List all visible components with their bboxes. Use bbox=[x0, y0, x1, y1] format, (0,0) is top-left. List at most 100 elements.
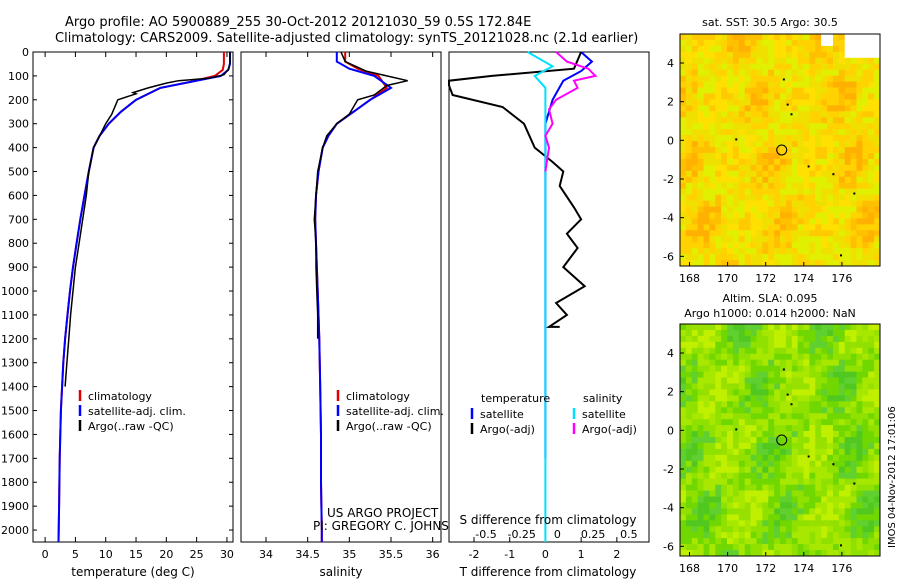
heatmap-cell bbox=[685, 383, 693, 390]
heatmap-cell bbox=[874, 544, 881, 551]
salinity-xlabel: salinity bbox=[319, 565, 362, 579]
heatmap-cell bbox=[815, 502, 822, 509]
heatmap-cell bbox=[815, 335, 822, 343]
heatmap-cell bbox=[827, 93, 834, 100]
heatmap-cell bbox=[744, 466, 751, 474]
heatmap-cell bbox=[844, 401, 851, 408]
heatmap-cell bbox=[703, 347, 710, 355]
heatmap-cell bbox=[727, 224, 734, 231]
heatmap-cell bbox=[785, 324, 793, 331]
heatmap-cell bbox=[838, 111, 845, 118]
heatmap-cell bbox=[844, 466, 851, 474]
heatmap-cell bbox=[832, 248, 840, 255]
legend-label: Argo(-adj) bbox=[582, 423, 637, 436]
heatmap-cell bbox=[750, 158, 757, 166]
heatmap-cell bbox=[691, 260, 698, 267]
heatmap-cell bbox=[709, 200, 716, 207]
heatmap-cell bbox=[785, 437, 793, 444]
heatmap-cell bbox=[785, 478, 793, 485]
heatmap-cell bbox=[703, 212, 710, 219]
heatmap-cell bbox=[780, 141, 787, 148]
heatmap-cell bbox=[862, 123, 869, 130]
heatmap-cell bbox=[721, 353, 728, 360]
heatmap-cell bbox=[791, 377, 798, 384]
legend-label: climatology bbox=[346, 390, 410, 403]
heatmap-cell bbox=[815, 182, 822, 189]
heatmap-cell bbox=[709, 236, 716, 243]
heatmap-cell bbox=[697, 141, 704, 148]
heatmap-cell bbox=[780, 69, 787, 76]
heatmap-cell bbox=[874, 341, 881, 349]
heatmap-cell bbox=[791, 242, 798, 249]
heatmap-cell bbox=[803, 147, 810, 154]
heatmap-cell bbox=[685, 182, 693, 189]
heatmap-cell bbox=[832, 75, 840, 82]
heatmap-cell bbox=[756, 117, 763, 124]
heatmap-cell bbox=[680, 538, 687, 545]
heatmap-cell bbox=[785, 532, 793, 539]
heatmap-cell bbox=[832, 81, 840, 88]
heatmap-cell bbox=[832, 254, 840, 261]
heatmap-cell bbox=[815, 377, 822, 384]
heatmap-cell bbox=[815, 389, 822, 396]
heatmap-cell bbox=[756, 472, 763, 479]
footer-timestamp: IMOS 04-Nov-2012 17:01:06 bbox=[887, 406, 898, 548]
heatmap-cell bbox=[791, 158, 798, 166]
heatmap-cell bbox=[785, 152, 793, 160]
heatmap-cell bbox=[756, 520, 763, 527]
heatmap-cell bbox=[803, 478, 810, 485]
heatmap-cell bbox=[774, 57, 781, 65]
heatmap-cell bbox=[821, 123, 828, 130]
heatmap-cell bbox=[762, 182, 769, 189]
heatmap-cell bbox=[844, 260, 851, 267]
heatmap-cell bbox=[744, 347, 751, 355]
heatmap-cell bbox=[797, 353, 804, 360]
heatmap-cell bbox=[738, 484, 745, 491]
heatmap-cell bbox=[697, 236, 704, 243]
heatmap-cell bbox=[762, 194, 769, 201]
heatmap-cell bbox=[827, 135, 834, 142]
heatmap-cell bbox=[832, 230, 840, 237]
heatmap-cell bbox=[797, 371, 804, 378]
heatmap-cell bbox=[738, 520, 745, 527]
heatmap-cell bbox=[797, 341, 804, 349]
heatmap-cell bbox=[768, 329, 775, 337]
heatmap-cell bbox=[785, 514, 793, 521]
heatmap-cell bbox=[721, 87, 728, 94]
heatmap-cell bbox=[727, 419, 734, 426]
heatmap-cell bbox=[874, 123, 881, 130]
x-tick-top-label: 0.5 bbox=[620, 528, 638, 541]
difference-axes-frame bbox=[448, 51, 650, 543]
heatmap-cell bbox=[721, 105, 728, 112]
heatmap-cell bbox=[680, 218, 687, 225]
heatmap-cell bbox=[868, 502, 875, 509]
heatmap-cell bbox=[762, 34, 769, 41]
heatmap-cell bbox=[721, 236, 728, 243]
heatmap-cell bbox=[738, 212, 745, 219]
heatmap-cell bbox=[797, 383, 804, 390]
heatmap-cell bbox=[685, 520, 693, 527]
heatmap-cell bbox=[868, 158, 875, 166]
x-tick-label: 10 bbox=[99, 548, 113, 561]
heatmap-cell bbox=[832, 413, 840, 420]
series-line bbox=[527, 51, 555, 542]
heatmap-cell bbox=[721, 508, 728, 515]
heatmap-cell bbox=[685, 206, 693, 213]
heatmap-cell bbox=[727, 236, 734, 243]
heatmap-cell bbox=[856, 87, 863, 94]
heatmap-cell bbox=[844, 147, 851, 154]
heatmap-cell bbox=[785, 377, 793, 384]
heatmap-cell bbox=[756, 544, 763, 551]
heatmap-cell bbox=[780, 51, 787, 59]
heatmap-cell bbox=[727, 254, 734, 261]
heatmap-cell bbox=[691, 419, 698, 426]
island-dot bbox=[840, 254, 842, 257]
map-x-tick-label: 170 bbox=[717, 272, 738, 285]
heatmap-cell bbox=[727, 164, 734, 172]
heatmap-cell bbox=[774, 248, 781, 255]
heatmap-cell bbox=[721, 538, 728, 545]
heatmap-cell bbox=[680, 69, 687, 76]
heatmap-cell bbox=[815, 81, 822, 88]
heatmap-cell bbox=[685, 93, 693, 100]
heatmap-cell bbox=[715, 57, 722, 65]
